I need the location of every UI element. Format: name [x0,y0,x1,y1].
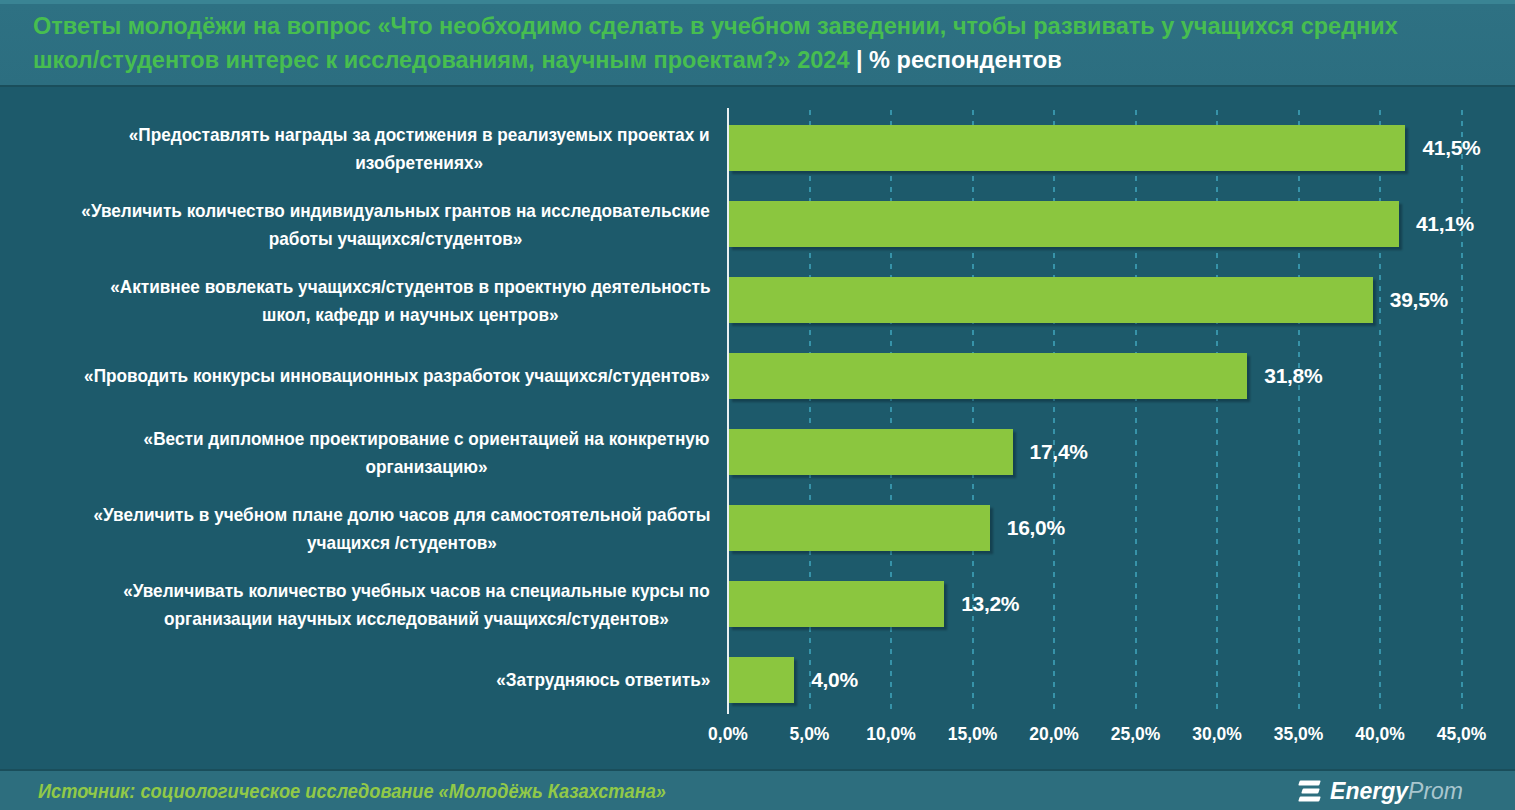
value-label: 4,0% [811,668,858,692]
value-label: 41,1% [1416,212,1474,236]
chart-header: Ответы молодёжи на вопрос «Что необходим… [0,0,1515,87]
bar[interactable] [729,581,944,627]
x-tick-label: 25,0% [1091,724,1181,745]
x-tick-label: 5,0% [765,724,855,745]
value-label: 13,2% [961,592,1019,616]
x-tick-label: 0,0% [683,724,773,745]
logo-text-energy: Energy [1330,777,1408,804]
source-text: Источник: социологическое исследование «… [38,779,666,802]
gridline [1461,110,1463,714]
x-tick-label: 40,0% [1335,724,1425,745]
bar[interactable] [729,657,794,703]
category-label: «Увеличить количество индивидуальных гра… [81,197,710,252]
chart-title-unit: | % респондентов [856,47,1062,73]
logo-text-prom: Prom [1408,777,1463,804]
source-footer: Источник: социологическое исследование «… [0,769,1515,810]
x-tick-label: 30,0% [1172,724,1262,745]
value-label: 39,5% [1390,288,1448,312]
chart-title-question: Ответы молодёжи на вопрос «Что необходим… [33,13,1398,73]
infographic: Ответы молодёжи на вопрос «Что необходим… [0,0,1515,810]
value-label: 16,0% [1007,516,1065,540]
category-label: «Затрудняюсь ответить» [496,666,710,694]
energyprom-logo-icon [1299,779,1323,802]
bar[interactable] [729,353,1247,399]
x-tick-label: 20,0% [1009,724,1099,745]
x-tick-label: 45,0% [1417,724,1507,745]
bar[interactable] [729,125,1405,171]
x-tick-label: 15,0% [928,724,1018,745]
bar[interactable] [729,277,1373,323]
category-label: «Активнее вовлекать учащихся/студентов в… [110,273,710,328]
x-tick-label: 35,0% [1254,724,1344,745]
bar[interactable] [729,505,990,551]
category-label: «Проводить конкурсы инновационных разраб… [84,362,710,390]
bar[interactable] [729,201,1399,247]
value-label: 41,5% [1422,136,1480,160]
x-tick-label: 10,0% [846,724,936,745]
value-label: 17,4% [1030,440,1088,464]
category-label: «Увеличивать количество учебных часов на… [123,577,710,632]
value-label: 31,8% [1264,364,1322,388]
category-label: «Увеличить в учебном плане долю часов дл… [93,501,710,556]
bar-chart: «Предоставлять награды за достижения в р… [0,87,1515,769]
bar[interactable] [729,429,1013,475]
category-label: «Вести дипломное проектирование с ориент… [144,425,710,480]
chart-title: Ответы молодёжи на вопрос «Что необходим… [33,9,1493,77]
category-label: «Предоставлять награды за достижения в р… [129,121,710,176]
energyprom-logo: EnergyProm [1299,777,1463,804]
